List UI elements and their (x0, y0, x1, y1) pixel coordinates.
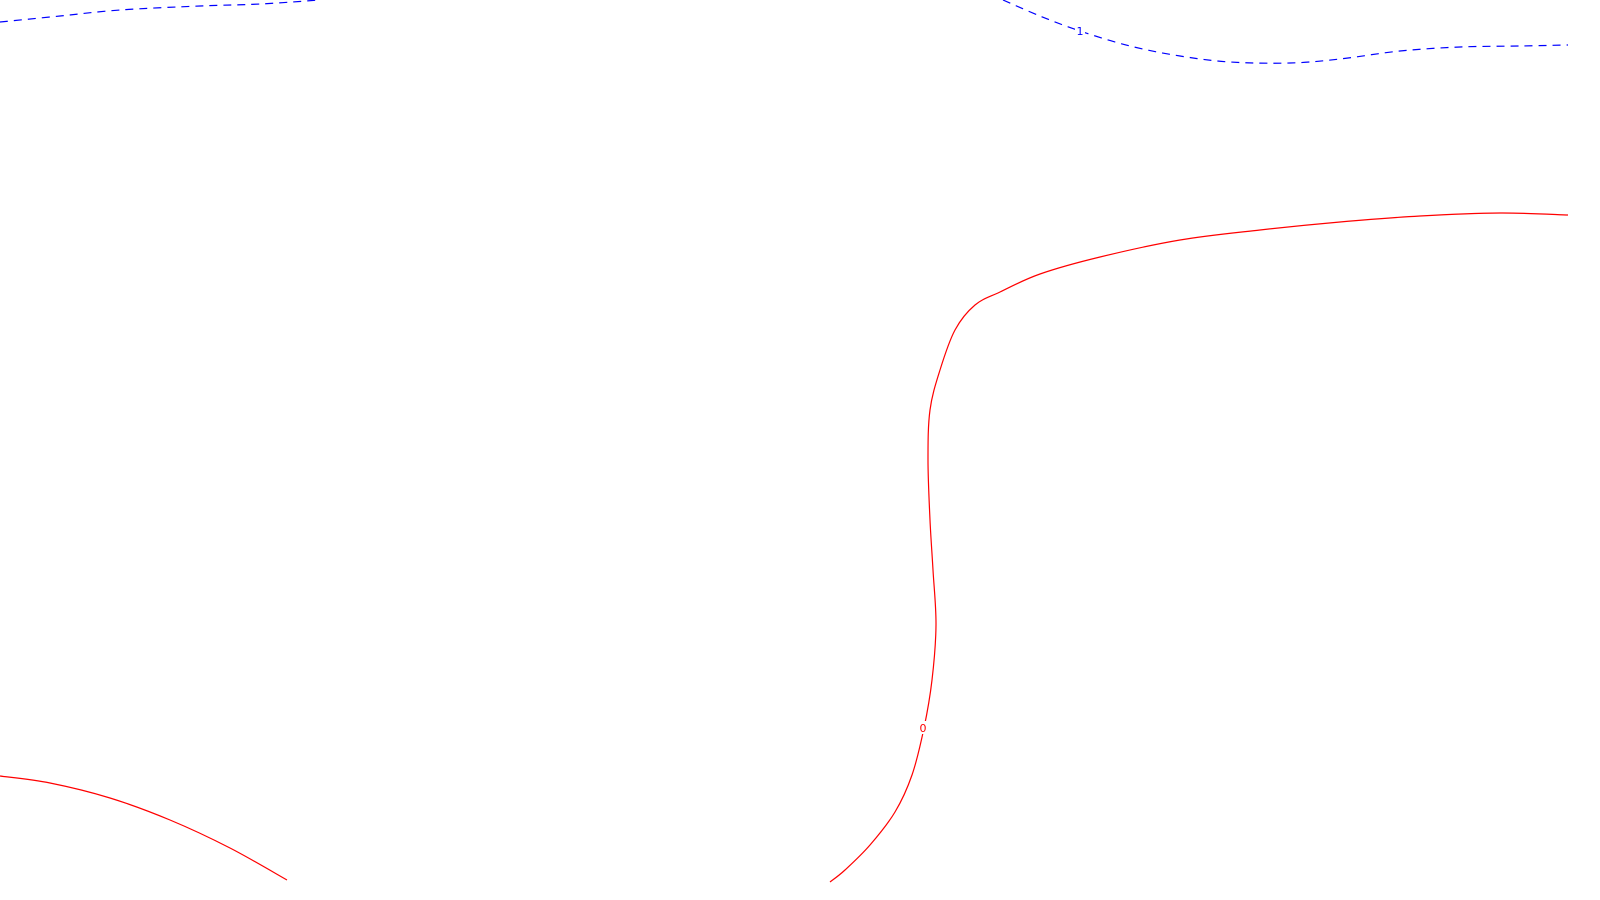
contour-label-1: 1 (1077, 25, 1084, 38)
contour-label-bg-1 (918, 721, 928, 734)
contour-0-right-line (829, 212, 1569, 883)
contour-1-left-line (0, 0, 321, 23)
contour-0-left-line (0, 775, 288, 881)
contour-1-right-line (1002, 0, 1569, 64)
contour-label-bg-0 (1075, 24, 1085, 37)
contour-label-0: 0 (920, 722, 927, 735)
